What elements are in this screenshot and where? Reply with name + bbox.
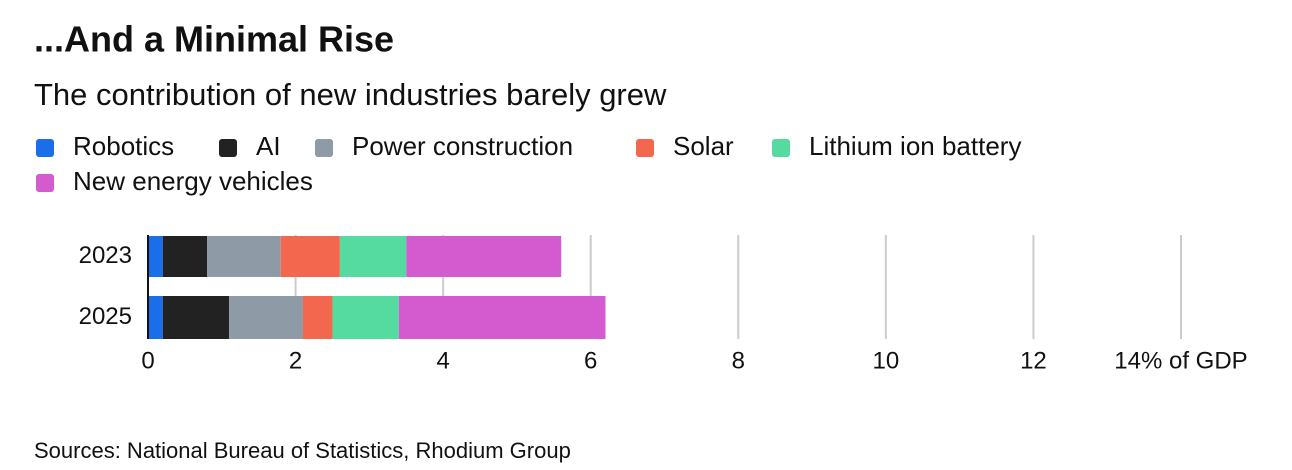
y-tick-label: 2025 bbox=[79, 303, 132, 330]
bar-segment bbox=[280, 236, 340, 277]
bar-segment bbox=[332, 296, 399, 339]
legend-swatch bbox=[315, 139, 333, 157]
x-tick-label: 4 bbox=[436, 347, 449, 374]
chart-title: ...And a Minimal Rise bbox=[34, 19, 394, 60]
legend-label: Power construction bbox=[352, 131, 573, 161]
x-tick-label: 0 bbox=[141, 347, 154, 374]
bar-segment bbox=[398, 296, 606, 339]
legend-label: AI bbox=[256, 131, 281, 161]
chart-subtitle: The contribution of new industries barel… bbox=[34, 77, 667, 112]
legend-swatch bbox=[772, 139, 790, 157]
bar-segment bbox=[148, 296, 163, 339]
legend-swatch bbox=[219, 139, 237, 157]
legend-swatch bbox=[36, 174, 54, 192]
bar-segment bbox=[148, 236, 163, 277]
y-tick-label: 2023 bbox=[79, 242, 132, 269]
legend-label: Robotics bbox=[73, 131, 174, 161]
x-tick-label: 8 bbox=[732, 347, 745, 374]
bar-segment bbox=[162, 236, 208, 277]
bar-segment bbox=[406, 236, 562, 277]
bar-segment bbox=[229, 296, 303, 339]
x-tick-label: 10 bbox=[873, 347, 900, 374]
x-tick-label: 14% of GDP bbox=[1114, 347, 1247, 374]
bar-segment bbox=[302, 296, 333, 339]
x-tick-label: 2 bbox=[289, 347, 302, 374]
legend-swatch bbox=[36, 139, 54, 157]
x-tick-label: 12 bbox=[1020, 347, 1047, 374]
legend-label: Solar bbox=[673, 131, 734, 161]
legend-label: New energy vehicles bbox=[73, 166, 313, 196]
source: Sources: National Bureau of Statistics, … bbox=[34, 438, 571, 463]
bar-segment bbox=[162, 296, 230, 339]
legend-swatch bbox=[636, 139, 654, 157]
x-tick-label: 6 bbox=[584, 347, 597, 374]
bar-segment bbox=[207, 236, 281, 277]
legend-label: Lithium ion battery bbox=[809, 131, 1021, 161]
bar-segment bbox=[339, 236, 407, 277]
